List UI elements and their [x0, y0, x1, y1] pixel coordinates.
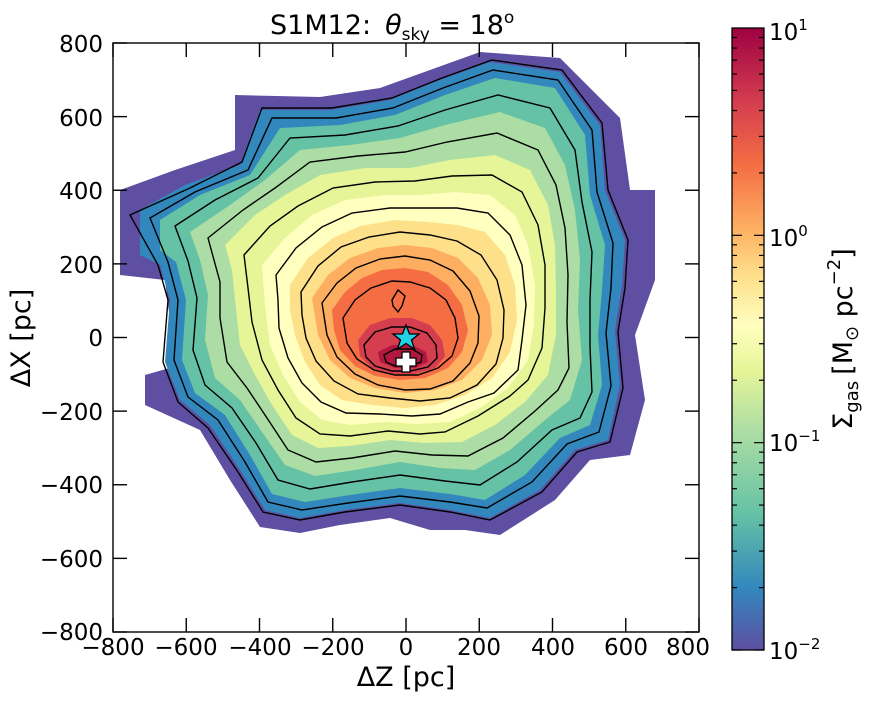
- contour-line: [129, 59, 629, 521]
- x-tick-label: 400: [531, 635, 575, 661]
- x-axis-title: ΔZ [pc]: [357, 662, 456, 693]
- colorbar: 101 100 10−1 10−2 Σgas[M⊙ pc−2]: [731, 16, 863, 665]
- contour-line: [243, 174, 546, 437]
- gas-density-map: [120, 52, 655, 535]
- star-marker: [391, 323, 421, 351]
- x-tick-label: 800: [666, 635, 710, 661]
- colorbar-tick-label: 100: [769, 222, 808, 252]
- x-tick-label: 600: [604, 635, 648, 661]
- contour-line: [149, 69, 614, 511]
- y-tick-label: −200: [40, 400, 103, 426]
- colorbar-label: Σgas[M⊙ pc−2]: [824, 248, 863, 430]
- contour-line: [207, 132, 570, 463]
- axis-ticks: [112, 42, 700, 633]
- contour-line: [321, 255, 480, 391]
- contour-line: [391, 288, 406, 314]
- y-tick-label: −600: [40, 547, 103, 573]
- contour-line: [174, 94, 593, 490]
- markers: [391, 323, 421, 373]
- colorbar-ticks: [732, 36, 764, 651]
- y-axis-title: ΔX [pc]: [6, 289, 37, 388]
- colorbar-gradient: [731, 27, 765, 651]
- contour-line: [275, 207, 527, 417]
- chart-title: S1M12: θsky = 18o: [270, 8, 514, 45]
- y-tick-label: 400: [59, 179, 103, 205]
- x-tick-label: −200: [301, 635, 364, 661]
- cross-marker: [395, 351, 417, 373]
- x-tick-label: −800: [81, 635, 144, 661]
- colorbar-tick-label: 101: [769, 16, 808, 46]
- y-tick-label: 0: [88, 326, 103, 352]
- contour-line: [383, 348, 423, 367]
- x-tick-label: 0: [399, 635, 414, 661]
- colorbar-tick-label: 10−1: [769, 427, 820, 457]
- y-tick-label: 800: [59, 32, 103, 58]
- x-tick-labels: −800 −600 −400 −200 0 200 400 600 800: [81, 635, 710, 661]
- y-tick-label: 600: [59, 106, 103, 132]
- colorbar-tick-label: 10−2: [769, 635, 820, 665]
- y-tick-label: −800: [40, 620, 103, 646]
- y-tick-label: 200: [59, 253, 103, 279]
- contour-lines: [129, 59, 629, 521]
- contour-line: [342, 280, 459, 376]
- x-tick-label: −600: [154, 635, 217, 661]
- x-tick-label: −400: [228, 635, 291, 661]
- y-tick-label: −400: [40, 473, 103, 499]
- contour-line: [363, 326, 438, 372]
- x-tick-label: 200: [457, 635, 501, 661]
- contour-line: [300, 231, 505, 402]
- y-tick-labels: 800 600 400 200 0 −200 −400 −600 −800: [40, 32, 103, 646]
